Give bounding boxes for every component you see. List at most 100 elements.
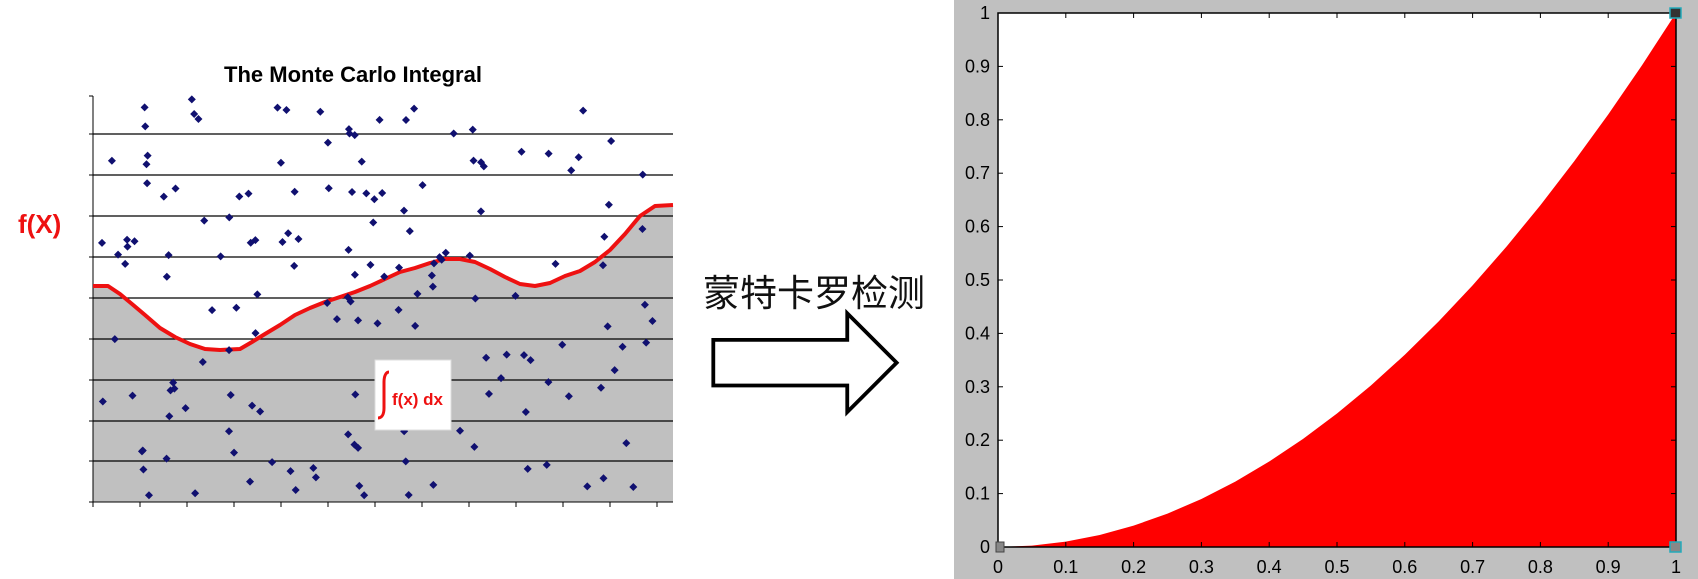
random-sample-point <box>256 407 265 416</box>
random-sample-point <box>244 189 253 198</box>
random-sample-point <box>471 294 480 303</box>
random-sample-point <box>465 251 474 260</box>
random-sample-point <box>607 136 616 145</box>
figure-title: The Monte Carlo Integral <box>224 62 482 87</box>
x-tick-label: 0.4 <box>1257 557 1282 577</box>
random-sample-point <box>114 250 123 259</box>
handle-bottom-left-icon <box>995 541 1005 553</box>
random-sample-point <box>278 237 287 246</box>
monte-carlo-test-chart: 0 0.1 0.2 0.3 0.4 0.5 0.6 0.7 0.8 0.9 1 0 0.1 0.2 0.3 0… <box>965 3 1682 577</box>
random-sample-point <box>370 195 379 204</box>
random-sample-point <box>323 298 332 307</box>
random-sample-point <box>441 248 450 257</box>
random-sample-point <box>435 253 444 262</box>
random-sample-point <box>404 490 413 499</box>
random-sample-point <box>343 293 352 302</box>
monte-carlo-figure: The Monte Carlo Integral f(X) f(x) dx <box>18 62 674 507</box>
random-sample-point <box>362 189 371 198</box>
random-sample-point <box>345 129 354 138</box>
random-sample-point <box>598 261 607 270</box>
random-sample-point <box>309 463 318 472</box>
random-sample-point <box>286 467 295 476</box>
random-sample-point <box>380 272 389 281</box>
random-sample-point <box>123 235 132 244</box>
random-sample-point <box>140 103 149 112</box>
random-sample-point <box>230 448 239 457</box>
random-sample-point <box>366 260 375 269</box>
random-sample-point <box>284 229 293 238</box>
random-sample-point <box>251 329 260 338</box>
arrow-icon <box>711 308 900 417</box>
random-sample-point <box>226 390 235 399</box>
random-sample-point <box>110 335 119 344</box>
x-tick-label: 0 <box>993 557 1003 577</box>
random-sample-point <box>142 160 151 169</box>
random-sample-point <box>476 207 485 216</box>
random-sample-point <box>638 170 647 179</box>
x-tick-label: 0.9 <box>1596 557 1621 577</box>
random-sample-point <box>141 122 150 131</box>
random-sample-point <box>567 166 576 175</box>
random-sample-point <box>159 192 168 201</box>
random-sample-point <box>187 95 196 104</box>
y-tick-label: 0.9 <box>965 56 990 76</box>
random-sample-point <box>128 391 137 400</box>
random-sample-point <box>428 282 437 291</box>
random-sample-point <box>622 439 631 448</box>
random-sample-point <box>181 404 190 413</box>
random-sample-point <box>482 353 491 362</box>
y-tick-label: 0.2 <box>965 430 990 450</box>
random-sample-point <box>282 106 291 115</box>
random-sample-point <box>165 412 174 421</box>
random-sample-point <box>583 482 592 491</box>
random-sample-point <box>291 485 300 494</box>
random-sample-point <box>418 181 427 190</box>
random-sample-point <box>394 305 403 314</box>
x-tick-label: 0.6 <box>1392 557 1417 577</box>
y-tick-label: 0.7 <box>965 163 990 183</box>
random-sample-point <box>200 216 209 225</box>
random-sample-point <box>348 188 357 197</box>
random-sample-point <box>517 147 526 156</box>
random-sample-point <box>544 378 553 387</box>
random-sample-point <box>294 235 303 244</box>
random-sample-point <box>618 342 627 351</box>
random-sample-point <box>144 491 153 500</box>
random-sample-point <box>640 300 649 309</box>
random-sample-point <box>479 162 488 171</box>
random-sample-point <box>139 465 148 474</box>
y-tick-label: 0.5 <box>965 270 990 290</box>
random-sample-point <box>429 480 438 489</box>
random-sample-point <box>410 104 419 113</box>
handle-top-right-icon <box>1669 7 1682 19</box>
random-sample-point <box>162 272 171 281</box>
random-sample-point <box>502 350 511 359</box>
random-sample-point <box>369 218 378 227</box>
random-sample-point <box>162 454 171 463</box>
random-sample-point <box>354 316 363 325</box>
integral-label: f(x) dx <box>392 390 444 409</box>
random-sample-point <box>521 407 530 416</box>
axis-ticks: 0 0.1 0.2 0.3 0.4 0.5 0.6 0.7 0.8 0.9 1 0 0.1 0.2 0.3 0… <box>965 3 1681 577</box>
random-sample-point <box>268 458 277 467</box>
x-tick-label: 1 <box>1671 557 1681 577</box>
arrow-caption: 蒙特卡罗检测 <box>703 272 925 315</box>
random-sample-point <box>629 482 638 491</box>
random-sample-point <box>395 263 404 272</box>
random-sample-point <box>610 366 619 375</box>
random-sample-point <box>350 270 359 279</box>
random-sample-point <box>405 227 414 236</box>
y-tick-label: 0.1 <box>965 484 990 504</box>
random-sample-point <box>97 238 106 247</box>
random-sample-point <box>596 383 605 392</box>
random-sample-point <box>121 259 130 268</box>
random-sample-point <box>311 473 320 482</box>
random-sample-point <box>604 200 613 209</box>
random-sample-point <box>316 107 325 116</box>
random-sample-point <box>599 474 608 483</box>
random-sample-point <box>564 392 573 401</box>
random-sample-point <box>360 491 369 500</box>
random-sample-point <box>290 187 299 196</box>
random-sample-point <box>603 322 612 331</box>
random-sample-point <box>98 397 107 406</box>
